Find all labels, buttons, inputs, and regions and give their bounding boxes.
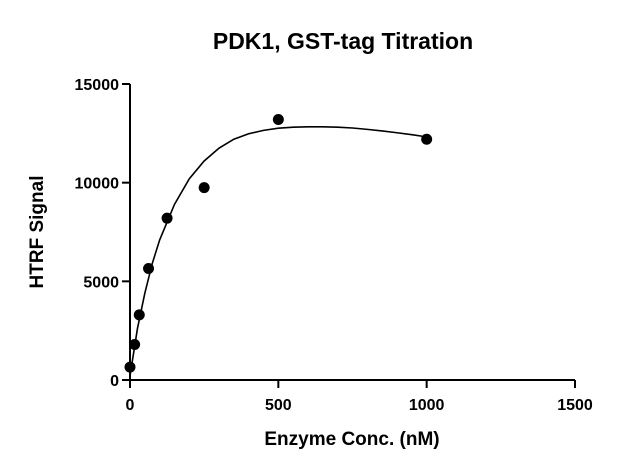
x-axis-label: Enzyme Conc. (nM) <box>264 429 439 450</box>
y-tick-label: 5000 <box>83 274 119 291</box>
data-point <box>143 263 155 275</box>
axes <box>129 84 575 381</box>
fit-curve-line <box>129 126 427 377</box>
data-point <box>129 338 141 350</box>
data-point <box>421 133 433 145</box>
data-point <box>133 309 145 321</box>
chart-title: PDK1, GST-tag Titration <box>213 28 473 54</box>
x-tick-label: 1000 <box>409 397 445 414</box>
y-axis-ticks: 0 5000 10000 15000 <box>75 77 130 390</box>
x-tick-label: 0 <box>126 397 135 414</box>
data-point <box>272 114 284 126</box>
x-tick-label: 1500 <box>557 397 593 414</box>
data-point <box>124 361 136 373</box>
y-axis-label: HTRF Signal <box>27 176 48 289</box>
data-point <box>161 212 173 224</box>
data-point <box>198 182 210 194</box>
data-points <box>124 114 433 373</box>
x-tick-label: 500 <box>265 397 292 414</box>
y-tick-label: 10000 <box>75 176 120 193</box>
y-tick-label: 0 <box>110 373 119 390</box>
x-axis-ticks: 0 500 1000 1500 <box>126 380 593 414</box>
y-tick-label: 15000 <box>75 77 120 94</box>
